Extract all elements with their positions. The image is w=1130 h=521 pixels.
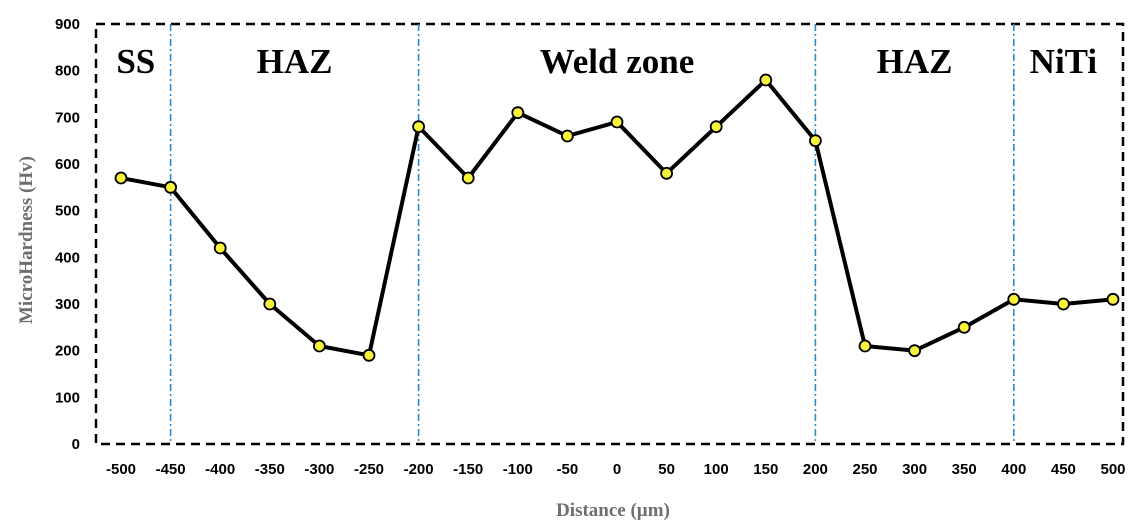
y-tick-label: 600 xyxy=(55,156,80,173)
y-tick-label: 100 xyxy=(55,389,80,406)
x-tick-label: 50 xyxy=(658,461,675,478)
data-point xyxy=(114,171,128,185)
x-tick-label: -350 xyxy=(255,461,285,478)
series-hardness xyxy=(114,73,1120,362)
y-tick-label: 200 xyxy=(55,343,80,360)
zone-label: NiTi xyxy=(1030,42,1098,81)
x-tick-label: -100 xyxy=(503,461,533,478)
data-point xyxy=(908,344,921,358)
x-tick-label: 150 xyxy=(753,461,778,478)
x-tick-label: -300 xyxy=(304,461,334,478)
x-tick-label: 250 xyxy=(852,461,877,478)
data-point xyxy=(1106,292,1120,306)
data-point xyxy=(511,106,525,120)
data-point xyxy=(213,241,227,255)
data-point xyxy=(362,348,376,362)
y-axis-ticks: 0 100 200 300 400 500 600 700 800 900 xyxy=(55,16,80,453)
zone-label: SS xyxy=(116,42,155,81)
data-point xyxy=(263,297,277,311)
data-point xyxy=(1057,297,1070,311)
x-tick-label: -450 xyxy=(156,461,186,478)
zone-label: HAZ xyxy=(257,42,333,81)
x-tick-label: 400 xyxy=(1001,461,1026,478)
x-tick-label: -250 xyxy=(354,461,384,478)
x-tick-label: 500 xyxy=(1100,461,1125,478)
data-point xyxy=(709,120,723,134)
data-point xyxy=(412,120,426,134)
data-point xyxy=(759,73,773,87)
zone-label: Weld zone xyxy=(540,42,695,81)
x-tick-label: -50 xyxy=(557,461,579,478)
x-axis-title: Distance (µm) xyxy=(556,500,670,521)
data-point xyxy=(660,166,673,180)
y-tick-label: 0 xyxy=(72,436,80,453)
x-tick-label: -400 xyxy=(205,461,235,478)
y-tick-label: 500 xyxy=(55,203,80,220)
x-tick-label: 200 xyxy=(803,461,828,478)
y-tick-label: 900 xyxy=(55,16,80,33)
plot-frame xyxy=(94,22,1125,446)
data-point xyxy=(610,115,624,129)
data-point xyxy=(164,180,178,194)
x-tick-label: -200 xyxy=(404,461,434,478)
y-tick-label: 800 xyxy=(55,63,80,80)
y-tick-label: 300 xyxy=(55,296,80,313)
x-tick-label: 350 xyxy=(952,461,977,478)
data-point xyxy=(858,339,872,353)
x-tick-label: -150 xyxy=(453,461,483,478)
x-tick-label: 0 xyxy=(613,461,621,478)
data-point xyxy=(312,339,326,353)
x-tick-label: 450 xyxy=(1051,461,1076,478)
y-tick-label: 700 xyxy=(55,109,80,126)
data-point xyxy=(461,171,475,185)
x-axis-ticks: -500 -450 -400 -350 -300 -250 -200 -150 -100 -50 0… xyxy=(106,461,1126,478)
data-point xyxy=(1007,292,1021,306)
x-tick-label: 100 xyxy=(704,461,729,478)
zone-boundaries xyxy=(169,24,1015,444)
zone-labels: SS HAZ Weld zone HAZ NiTi xyxy=(116,42,1097,81)
zone-label: HAZ xyxy=(877,42,953,81)
y-axis-title: MicroHardness (Hv) xyxy=(16,156,37,324)
data-point xyxy=(561,129,574,143)
data-point xyxy=(957,320,971,334)
data-point xyxy=(809,134,822,148)
x-tick-label: 300 xyxy=(902,461,927,478)
plot-border xyxy=(94,22,1125,446)
y-tick-label: 400 xyxy=(55,249,80,266)
x-tick-label: -500 xyxy=(106,461,136,478)
